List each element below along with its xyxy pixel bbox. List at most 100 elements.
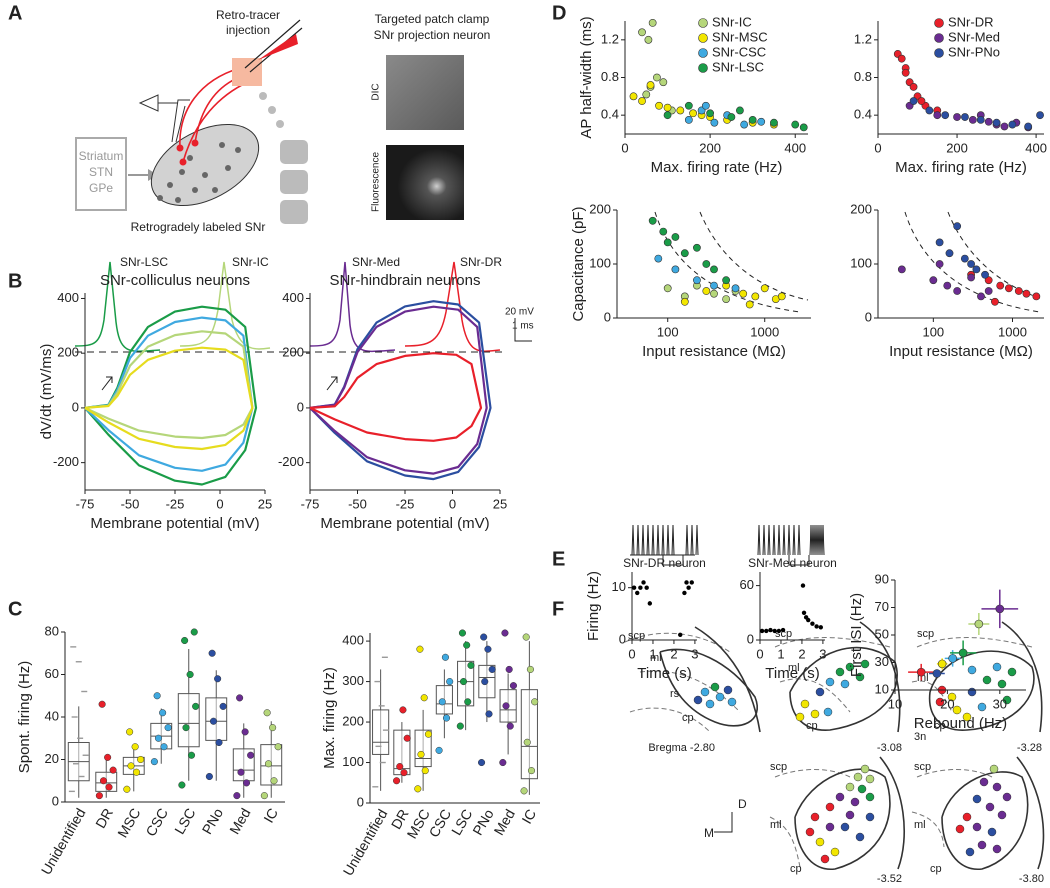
data-point — [953, 222, 962, 231]
y-axis-label: AP half-width (ms) — [578, 16, 595, 138]
data-point — [648, 216, 657, 225]
box — [177, 693, 200, 748]
structure-label: scp — [914, 761, 931, 773]
data-point — [689, 580, 694, 585]
y-tick-label: -200 — [53, 454, 79, 469]
input-label: STN — [89, 165, 113, 179]
data-point — [953, 113, 961, 121]
data-point — [676, 106, 685, 115]
data-point — [972, 265, 981, 274]
orientation-label: D — [738, 797, 747, 811]
y-tick-label: 200 — [57, 345, 79, 360]
data-point — [105, 783, 113, 791]
x-tick-label: 200 — [946, 140, 968, 155]
data-point — [654, 254, 663, 263]
data-point — [818, 625, 824, 630]
y-tick-label: 0 — [619, 631, 626, 646]
data-point — [417, 750, 425, 758]
data-point — [236, 694, 244, 702]
data-point — [501, 629, 509, 637]
x-tick-label: 10 — [888, 696, 902, 711]
data-point — [948, 654, 957, 663]
data-point — [153, 692, 161, 700]
data-point — [760, 284, 769, 293]
data-point — [463, 641, 471, 649]
y-tick-label: 60 — [45, 666, 59, 681]
spike-trace — [179, 261, 271, 350]
data-point — [1022, 289, 1031, 298]
data-point — [1008, 120, 1017, 129]
data-point — [663, 111, 672, 120]
data-point — [635, 590, 640, 596]
data-point — [967, 273, 976, 282]
legend-marker — [934, 33, 944, 43]
input-label: GPe — [89, 181, 113, 195]
hindbrain-targets — [259, 92, 308, 224]
data-point — [237, 768, 245, 776]
legend-marker — [698, 18, 708, 28]
data-point — [478, 758, 486, 767]
data-point — [731, 284, 740, 293]
y-tick-label: -200 — [278, 454, 304, 469]
data-point — [414, 785, 422, 793]
x-axis-label: Membrane potential (mV) — [320, 515, 489, 532]
x-tick-label: 400 — [1025, 140, 1047, 155]
data-point — [810, 621, 815, 626]
data-point — [925, 106, 934, 115]
x-tick-label: 0 — [449, 496, 456, 511]
data-point — [421, 767, 429, 775]
scale-label: 1 ms — [512, 321, 534, 332]
y-tick-label: 0 — [357, 794, 364, 809]
data-point — [446, 678, 454, 686]
data-point — [458, 629, 466, 637]
input-label: Striatum — [79, 149, 124, 163]
input-box — [75, 137, 127, 211]
data-point — [984, 287, 993, 295]
legend-label: SNr-IC — [712, 14, 752, 29]
data-point — [1000, 122, 1009, 131]
x-tick-label: 0 — [216, 496, 223, 511]
x-tick-label: Unidentified — [38, 805, 89, 877]
x-tick-label: -25 — [166, 496, 185, 511]
x-tick-label: CSC — [142, 805, 171, 839]
phase-loop — [309, 305, 488, 475]
data-point — [653, 73, 661, 82]
data-point — [99, 777, 108, 785]
data-point — [192, 702, 200, 710]
snr-label: Retrogradely labeled SNr — [131, 220, 266, 234]
y-tick-label: 400 — [57, 290, 79, 305]
data-point — [1004, 284, 1013, 293]
data-point — [459, 678, 468, 686]
data-point — [638, 28, 646, 37]
brain-section: scp ml cp -3.80 — [911, 756, 1045, 885]
data-point — [806, 617, 811, 623]
panel-label: D — [552, 2, 566, 24]
data-point — [104, 753, 112, 761]
data-point — [710, 118, 719, 127]
data-point — [739, 289, 748, 298]
data-point — [629, 92, 638, 101]
data-point — [961, 113, 969, 121]
data-point — [646, 81, 655, 89]
data-point — [264, 760, 273, 768]
data-point — [399, 706, 407, 714]
structure-label: ml — [917, 672, 929, 684]
tracer-label: Retro-tracer — [216, 8, 280, 22]
data-point — [527, 767, 536, 775]
y-tick-label: 400 — [342, 633, 364, 648]
x-tick-label: 3 — [819, 646, 826, 661]
data-point — [678, 632, 683, 637]
data-point — [897, 265, 906, 274]
structure-label: ml — [788, 662, 800, 674]
data-point — [190, 628, 198, 636]
data-point — [137, 755, 145, 764]
data-point — [126, 728, 134, 736]
panel-label: A — [8, 2, 22, 24]
phase-loop — [84, 330, 254, 440]
data-point — [710, 265, 718, 274]
data-point — [663, 284, 672, 293]
data-point — [901, 68, 910, 77]
data-point — [502, 702, 510, 710]
data-point — [123, 785, 131, 793]
scale-bar — [514, 318, 532, 342]
